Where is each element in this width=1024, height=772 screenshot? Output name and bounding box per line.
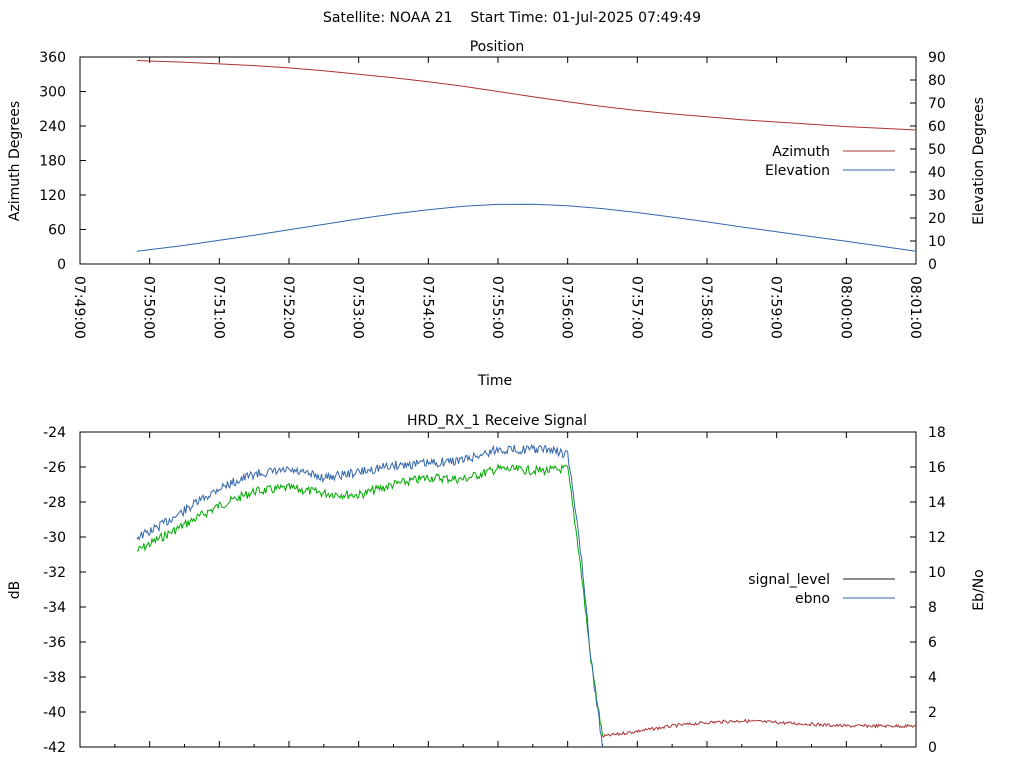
elevation-tick-label: 70 xyxy=(928,96,946,112)
position-y2-axis-label: Elevation Degrees xyxy=(971,97,987,225)
elevation-tick-label: 60 xyxy=(928,119,946,135)
elevation-tick-label: 80 xyxy=(928,73,946,89)
ebno-tick-label: 18 xyxy=(928,425,946,441)
signal-plot-frame xyxy=(79,431,917,748)
position-x-axis-label: Time xyxy=(477,373,512,389)
azimuth-tick-label: 60 xyxy=(48,223,66,239)
elevation-tick-label: 30 xyxy=(928,188,946,204)
signal-chart-title: HRD_RX_1 Receive Signal xyxy=(407,413,587,429)
db-tick-label: -24 xyxy=(43,425,66,441)
position-chart-title: Position xyxy=(470,39,525,55)
ebno-tick-label: 2 xyxy=(928,705,937,721)
time-tick-label: 07:55:00 xyxy=(489,276,505,339)
position-y-axis-label: Azimuth Degrees xyxy=(7,101,23,221)
elevation-tick-label: 50 xyxy=(928,142,946,158)
time-tick-label: 07:54:00 xyxy=(419,276,435,339)
legend-label-azimuth: Azimuth xyxy=(772,144,830,160)
elevation-tick-label: 10 xyxy=(928,234,946,250)
ebno-tick-label: 0 xyxy=(928,740,937,756)
db-tick-label: -36 xyxy=(43,635,66,651)
legend-label-elevation: Elevation xyxy=(765,163,830,179)
ebno-tick-label: 14 xyxy=(928,495,946,511)
db-tick-label: -28 xyxy=(43,495,66,511)
ebno-tick-label: 16 xyxy=(928,460,946,476)
db-tick-label: -38 xyxy=(43,670,66,686)
position-plot-frame xyxy=(79,56,917,265)
time-tick-label: 07:51:00 xyxy=(210,276,226,339)
db-tick-label: -30 xyxy=(43,530,66,546)
azimuth-tick-label: 360 xyxy=(39,50,66,66)
elevation-tick-label: 40 xyxy=(928,165,946,181)
db-tick-label: -26 xyxy=(43,460,66,476)
time-tick-label: 07:57:00 xyxy=(628,276,644,339)
signal-y-axis-label: dB xyxy=(7,581,23,600)
time-tick-label: 08:00:00 xyxy=(837,276,853,339)
db-tick-label: -34 xyxy=(43,600,66,616)
elevation-tick-label: 0 xyxy=(928,257,937,273)
legend-label-ebno: ebno xyxy=(795,591,830,607)
ebno-tick-label: 6 xyxy=(928,635,937,651)
series-line-signal-level xyxy=(136,462,603,737)
series-line-azimuth xyxy=(136,60,917,131)
ebno-tick-label: 12 xyxy=(928,530,946,546)
ebno-tick-label: 10 xyxy=(928,565,946,581)
legend-label-signal-level: signal_level xyxy=(748,572,830,588)
series-line-ebno xyxy=(136,443,603,748)
db-tick-label: -42 xyxy=(43,740,66,756)
ebno-tick-label: 4 xyxy=(928,670,937,686)
page-title: Satellite: NOAA 21 Start Time: 01-Jul-20… xyxy=(323,10,701,26)
elevation-tick-label: 90 xyxy=(928,50,946,66)
time-tick-label: 07:52:00 xyxy=(280,276,296,339)
series-line-signal-level-low xyxy=(602,718,917,738)
time-tick-label: 07:59:00 xyxy=(768,276,784,339)
time-tick-label: 08:01:00 xyxy=(907,276,923,339)
azimuth-tick-label: 300 xyxy=(39,85,66,101)
time-tick-label: 07:58:00 xyxy=(698,276,714,339)
time-tick-label: 07:50:00 xyxy=(141,276,157,339)
signal-y2-axis-label: Eb/No xyxy=(971,569,987,611)
time-tick-label: 07:53:00 xyxy=(350,276,366,339)
ebno-tick-label: 8 xyxy=(928,600,937,616)
azimuth-tick-label: 120 xyxy=(39,188,66,204)
azimuth-tick-label: 240 xyxy=(39,119,66,135)
elevation-tick-label: 20 xyxy=(928,211,946,227)
time-tick-label: 07:49:00 xyxy=(71,276,87,339)
series-line-elevation xyxy=(136,203,917,252)
time-tick-label: 07:56:00 xyxy=(559,276,575,339)
azimuth-tick-label: 180 xyxy=(39,154,66,170)
db-tick-label: -32 xyxy=(43,565,66,581)
azimuth-tick-label: 0 xyxy=(57,257,66,273)
db-tick-label: -40 xyxy=(43,705,66,721)
